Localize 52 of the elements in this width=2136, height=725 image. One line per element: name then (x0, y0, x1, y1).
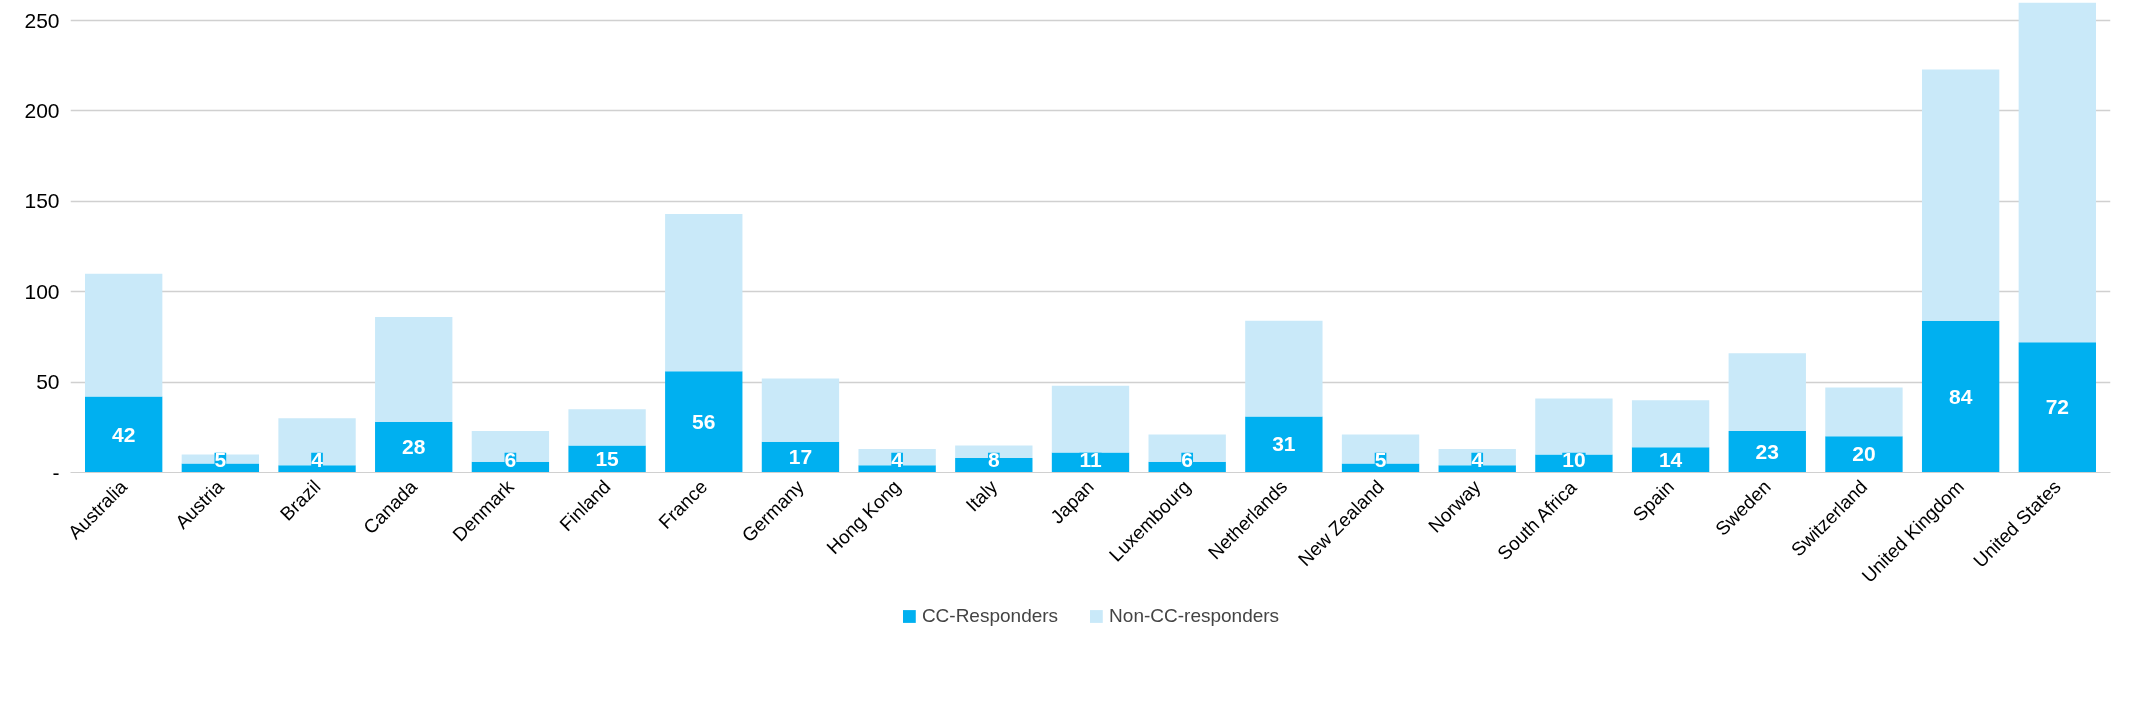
bar (1051, 385, 1130, 453)
data-label: 31 (1272, 432, 1296, 456)
data-label: 10 (1562, 447, 1586, 471)
data-label: 8 (987, 447, 1000, 471)
bar (85, 273, 163, 397)
data-label: 15 (595, 446, 620, 470)
y-tick-label: 150 (24, 189, 60, 213)
bar (1631, 400, 1710, 448)
y-tick-label: 250 (24, 8, 60, 32)
bar (1825, 436, 1903, 473)
bar (1535, 398, 1613, 455)
bar (761, 378, 840, 442)
bar (1728, 430, 1806, 473)
bar (568, 409, 646, 446)
bar (278, 418, 356, 466)
y-tick-label: 200 (24, 98, 60, 122)
bar (1825, 387, 1903, 437)
data-label: 56 (692, 409, 716, 433)
data-label: 84 (1948, 384, 1973, 408)
y-tick-label: - (52, 460, 60, 484)
data-label: 17 (788, 445, 813, 469)
legend-label: Non-CC-responders (1109, 605, 1280, 627)
y-tick-label: 100 (24, 279, 60, 303)
data-label: 6 (1181, 447, 1194, 471)
bar (1245, 320, 1323, 417)
bar (1245, 416, 1323, 473)
bar (85, 396, 163, 473)
data-label: 4 (311, 447, 324, 471)
bar (1921, 320, 2000, 473)
data-label: 72 (2045, 395, 2069, 419)
data-label: 23 (1755, 439, 1779, 463)
data-label: 14 (1658, 447, 1683, 471)
bar (1728, 353, 1806, 431)
data-label: 4 (1471, 447, 1484, 471)
legend-label: CC-Responders (921, 605, 1059, 627)
data-label: 4 (891, 447, 904, 471)
data-label: 5 (1374, 447, 1387, 471)
bar (375, 317, 453, 422)
data-label: 20 (1852, 442, 1876, 466)
bar (1921, 69, 2000, 321)
y-tick-label: 50 (36, 370, 60, 394)
bar (2018, 342, 2096, 473)
data-label: 11 (1079, 447, 1102, 471)
bar (375, 421, 453, 473)
bar (665, 214, 743, 372)
data-label: 42 (112, 422, 136, 446)
bar (2018, 2, 2096, 343)
data-label: 6 (504, 447, 517, 471)
data-label: 28 (402, 435, 426, 459)
x-tick-label: Italy (961, 475, 1002, 516)
bar (665, 371, 743, 473)
data-label: 5 (214, 447, 227, 471)
